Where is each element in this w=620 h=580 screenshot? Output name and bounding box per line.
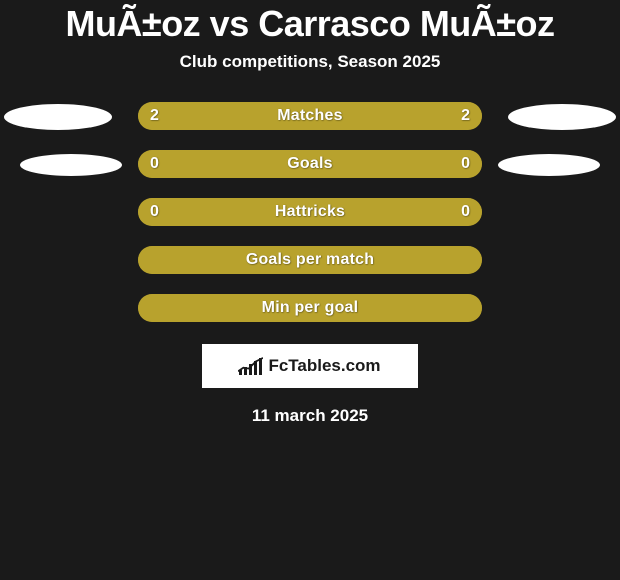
comparison-card: MuÃ±oz vs Carrasco MuÃ±oz Club competiti… bbox=[0, 0, 620, 580]
stat-label: Matches bbox=[277, 107, 342, 125]
player-right-oval bbox=[498, 154, 600, 176]
page-title: MuÃ±oz vs Carrasco MuÃ±oz bbox=[0, 4, 620, 44]
stat-bar: Min per goal bbox=[138, 294, 482, 322]
stat-bar-fill-left bbox=[138, 150, 310, 178]
player-left-oval bbox=[4, 104, 112, 130]
stat-row: 0 Goals 0 bbox=[0, 150, 620, 180]
watermark-box: FcTables.com bbox=[200, 342, 420, 390]
stat-value-left: 0 bbox=[150, 155, 159, 173]
stat-value-left: 0 bbox=[150, 203, 159, 221]
stat-bar: Goals per match bbox=[138, 246, 482, 274]
footer-date: 11 march 2025 bbox=[0, 406, 620, 426]
stat-row: 2 Matches 2 bbox=[0, 102, 620, 132]
stat-bar-fill-right bbox=[310, 150, 482, 178]
stat-value-left: 2 bbox=[150, 107, 159, 125]
stat-label: Goals per match bbox=[246, 251, 374, 269]
stat-bar: 0 Hattricks 0 bbox=[138, 198, 482, 226]
stat-value-right: 2 bbox=[461, 107, 470, 125]
bar-chart-up-icon bbox=[239, 357, 262, 375]
stat-row: 0 Hattricks 0 bbox=[0, 198, 620, 228]
stat-value-right: 0 bbox=[461, 155, 470, 173]
stat-row: Goals per match bbox=[0, 246, 620, 276]
stat-value-right: 0 bbox=[461, 203, 470, 221]
stat-label: Min per goal bbox=[262, 299, 359, 317]
player-left-oval bbox=[20, 154, 122, 176]
watermark-text: FcTables.com bbox=[268, 356, 380, 376]
player-right-oval bbox=[508, 104, 616, 130]
page-subtitle: Club competitions, Season 2025 bbox=[0, 52, 620, 72]
stat-row: Min per goal bbox=[0, 294, 620, 324]
stat-bar: 2 Matches 2 bbox=[138, 102, 482, 130]
stat-bar: 0 Goals 0 bbox=[138, 150, 482, 178]
stat-label: Goals bbox=[287, 155, 332, 173]
stat-label: Hattricks bbox=[275, 203, 345, 221]
stats-rows: 2 Matches 2 0 Goals 0 0 Hattricks bbox=[0, 102, 620, 324]
